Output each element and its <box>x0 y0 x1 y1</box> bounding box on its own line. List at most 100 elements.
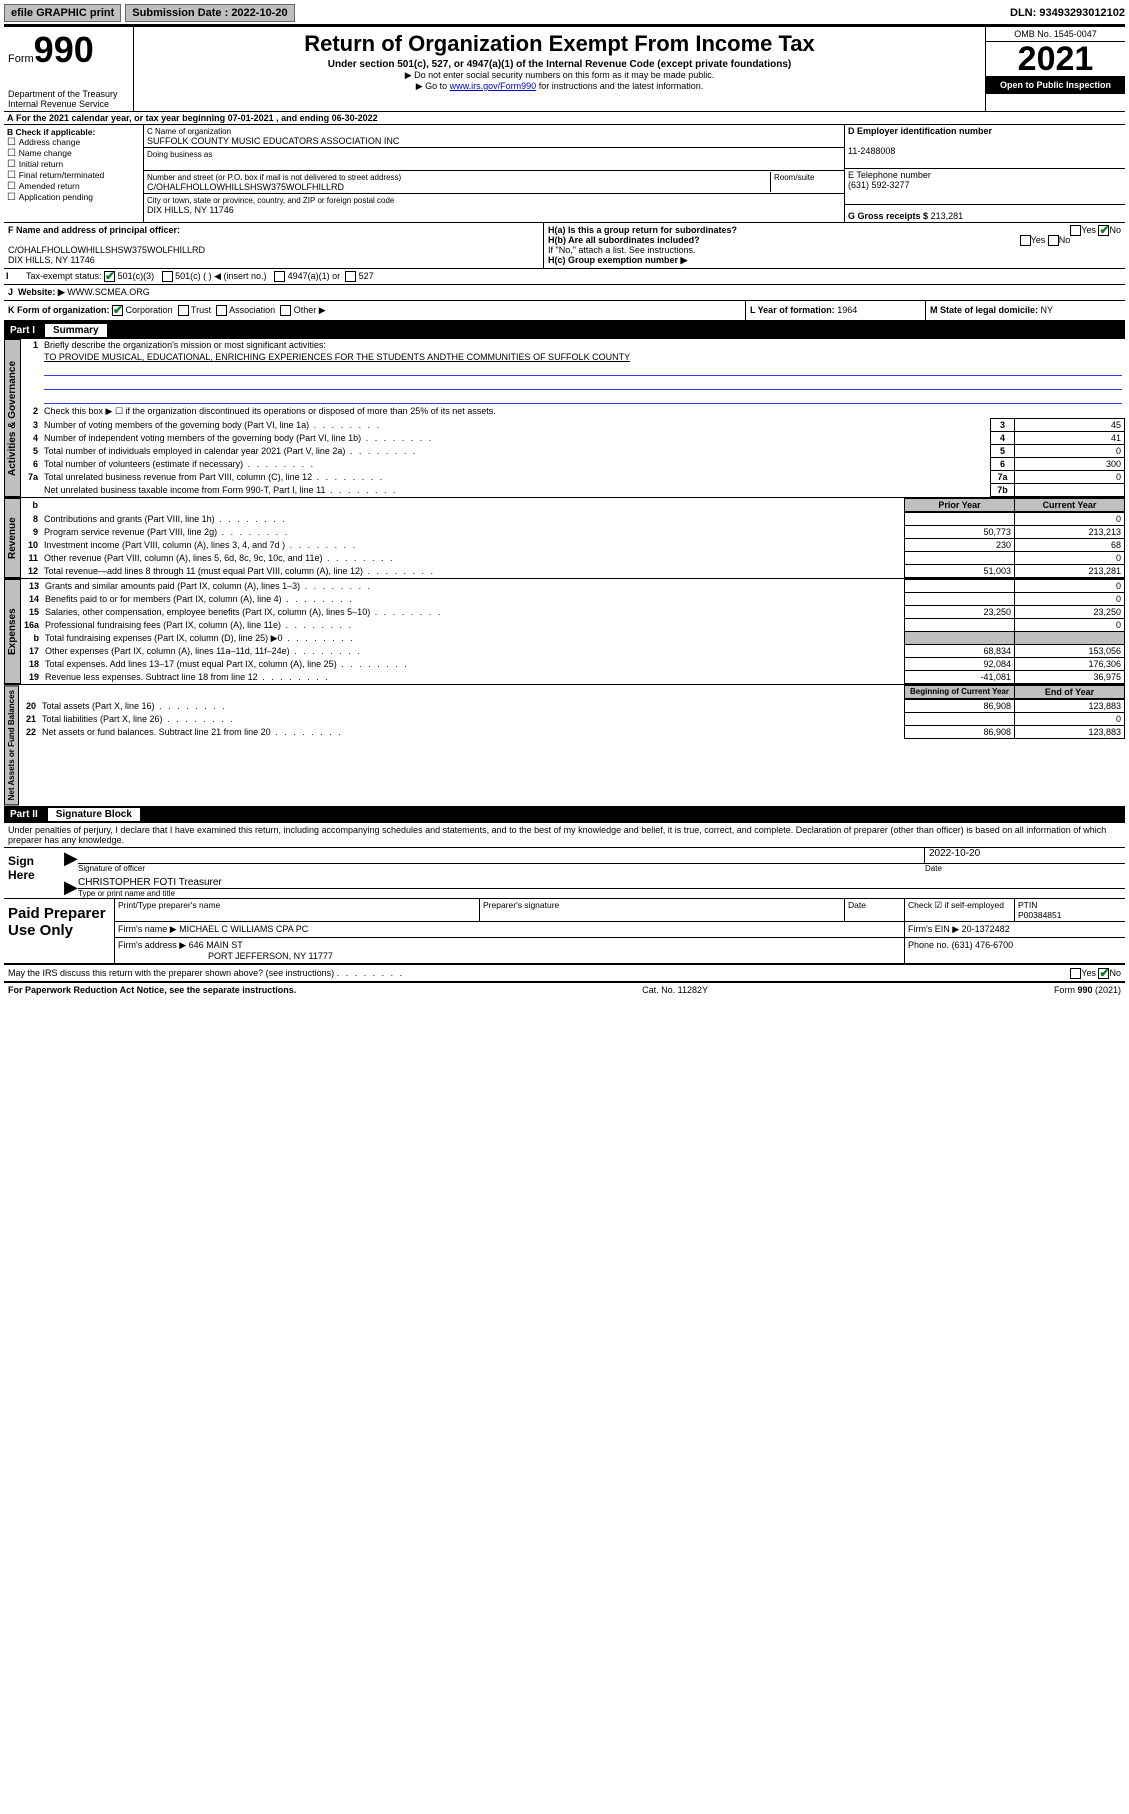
dba-label: Doing business as <box>147 150 212 159</box>
box-b-check: B Check if applicable: ☐ Address change … <box>4 125 144 222</box>
form-org-label: K Form of organization: <box>8 305 110 315</box>
prior-value <box>905 552 1015 565</box>
line-num: 16a <box>21 619 42 632</box>
sig-officer-label: Signature of officer <box>78 864 925 873</box>
org-name: SUFFOLK COUNTY MUSIC EDUCATORS ASSOCIATI… <box>147 136 399 146</box>
paid-preparer-label: Paid Preparer Use Only <box>4 899 114 963</box>
website-value: WWW.SCMEA.ORG <box>67 287 150 298</box>
line-label: 5 <box>991 445 1015 458</box>
phone-value: (631) 592-3277 <box>848 180 910 190</box>
line-text: Investment income (Part VIII, column (A)… <box>41 539 905 552</box>
prior-value <box>905 580 1015 593</box>
website-label: Website: ▶ <box>18 287 65 298</box>
form-number: Form990 <box>8 29 129 71</box>
line-num: 20 <box>19 700 39 713</box>
line-text: Total fundraising expenses (Part IX, col… <box>42 632 904 645</box>
line-num: 11 <box>21 552 41 565</box>
prior-value: 92,084 <box>905 658 1015 671</box>
line-text: Total assets (Part X, line 16) <box>39 700 905 713</box>
phone-label: E Telephone number <box>848 170 931 180</box>
prep-name-label: Print/Type preparer's name <box>115 899 480 921</box>
col-current: Current Year <box>1015 499 1125 512</box>
footer-right: Form 990 (2021) <box>1054 985 1121 995</box>
current-value: 0 <box>1015 593 1125 606</box>
line-text: Total number of individuals employed in … <box>41 445 991 458</box>
form-header: Form990 Department of the Treasury Inter… <box>4 27 1125 112</box>
line-num: 17 <box>21 645 42 658</box>
line-text: Revenue less expenses. Subtract line 18 … <box>42 671 904 684</box>
org-address: C/OHALFHOLLOWHILLSHSW375WOLFHILLRD <box>147 182 344 192</box>
submission-date-button[interactable]: Submission Date : 2022-10-20 <box>125 4 294 22</box>
line2-text: Check this box ▶ ☐ if the organization d… <box>41 405 1125 418</box>
tax-exempt-label: Tax-exempt status: <box>26 271 102 281</box>
line-num: 12 <box>21 565 41 578</box>
discuss-text: May the IRS discuss this return with the… <box>8 968 334 978</box>
line-value: 300 <box>1015 458 1125 471</box>
ha-label: H(a) Is this a group return for subordin… <box>548 225 737 235</box>
firm-ein-label: Firm's EIN ▶ <box>908 924 959 934</box>
line-value: 41 <box>1015 432 1125 445</box>
form-title: Return of Organization Exempt From Incom… <box>140 31 979 57</box>
officer-label: F Name and address of principal officer: <box>8 225 180 235</box>
prior-value: 230 <box>905 539 1015 552</box>
line-text: Other revenue (Part VIII, column (A), li… <box>41 552 905 565</box>
line-value: 45 <box>1015 419 1125 432</box>
line-label: 6 <box>991 458 1015 471</box>
current-value: 0 <box>1015 713 1125 726</box>
org-name-label: C Name of organization <box>147 127 231 136</box>
form-subtitle: Under section 501(c), 527, or 4947(a)(1)… <box>140 59 979 70</box>
current-value: 176,306 <box>1015 658 1125 671</box>
col-end: End of Year <box>1015 686 1125 699</box>
line-text: Total unrelated business revenue from Pa… <box>41 471 991 484</box>
firm-name-label: Firm's name ▶ <box>118 924 177 934</box>
efile-button[interactable]: efile GRAPHIC print <box>4 4 121 22</box>
line-label: 4 <box>991 432 1015 445</box>
irs-link[interactable]: www.irs.gov/Form990 <box>450 81 537 91</box>
mission-text: TO PROVIDE MUSICAL, EDUCATIONAL, ENRICHI… <box>41 351 1125 363</box>
officer-name-label: Type or print name and title <box>78 889 1125 898</box>
line-label: 7b <box>991 484 1015 497</box>
col-begin: Beginning of Current Year <box>905 686 1015 699</box>
line-num: 8 <box>21 513 41 526</box>
line-text: Total revenue—add lines 8 through 11 (mu… <box>41 565 905 578</box>
col-prior: Prior Year <box>905 499 1015 512</box>
line-num <box>21 484 41 497</box>
prior-value <box>905 593 1015 606</box>
line1-text: Briefly describe the organization's miss… <box>41 339 1125 351</box>
sign-date: 2022-10-20 <box>925 848 1125 864</box>
dept-label: Department of the Treasury <box>8 89 129 99</box>
current-value: 0 <box>1015 619 1125 632</box>
line-a-taxyear: A For the 2021 calendar year, or tax yea… <box>4 112 1125 125</box>
line-text: Professional fundraising fees (Part IX, … <box>42 619 904 632</box>
line-num: 3 <box>21 419 41 432</box>
prep-sig-label: Preparer's signature <box>480 899 845 921</box>
ptin-label: PTIN <box>1018 900 1037 910</box>
line-text: Number of independent voting members of … <box>41 432 991 445</box>
top-bar: efile GRAPHIC print Submission Date : 20… <box>4 4 1125 22</box>
current-value: 36,975 <box>1015 671 1125 684</box>
line-num: 22 <box>19 726 39 739</box>
line-label: 3 <box>991 419 1015 432</box>
prior-value: 51,003 <box>905 565 1015 578</box>
line-num: 14 <box>21 593 42 606</box>
current-value: 123,883 <box>1015 726 1125 739</box>
firm-phone-label: Phone no. <box>908 940 949 950</box>
prep-date-label: Date <box>845 899 905 921</box>
line-text: Other expenses (Part IX, column (A), lin… <box>42 645 904 658</box>
line-num: 9 <box>21 526 41 539</box>
current-value: 213,213 <box>1015 526 1125 539</box>
section-governance: Activities & Governance <box>4 339 21 497</box>
line-text: Net unrelated business taxable income fr… <box>41 484 991 497</box>
line-label: 7a <box>991 471 1015 484</box>
line-text: Total liabilities (Part X, line 26) <box>39 713 905 726</box>
footer-mid: Cat. No. 11282Y <box>642 985 708 995</box>
line-num: 4 <box>21 432 41 445</box>
firm-addr-label: Firm's address ▶ <box>118 940 186 950</box>
note-goto: ▶ Go to www.irs.gov/Form990 for instruct… <box>140 81 979 92</box>
officer-name: CHRISTOPHER FOTI Treasurer <box>78 877 1125 889</box>
officer-addr1: C/OHALFHOLLOWHILLSHSW375WOLFHILLRD <box>8 245 205 255</box>
current-value: 0 <box>1015 552 1125 565</box>
ein-label: D Employer identification number <box>848 126 992 136</box>
line-num: 10 <box>21 539 41 552</box>
prior-value: 23,250 <box>905 606 1015 619</box>
